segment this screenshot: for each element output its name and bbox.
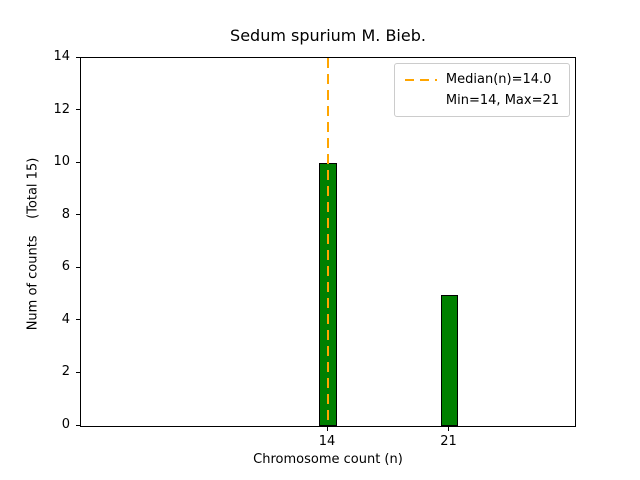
legend-spacer xyxy=(405,100,437,102)
y-tick-mark xyxy=(76,214,80,216)
x-axis-label: Chromosome count (n) xyxy=(253,452,403,467)
y-tick-mark xyxy=(76,319,80,321)
x-tick-label: 21 xyxy=(440,434,457,449)
y-tick-mark xyxy=(76,266,80,268)
chart-title: Sedum spurium M. Bieb. xyxy=(230,26,426,45)
y-tick-label: 6 xyxy=(61,259,70,275)
y-tick-label: 12 xyxy=(53,101,70,117)
x-axis-ticks: 14 21 xyxy=(80,427,576,457)
y-tick-label: 10 xyxy=(53,154,70,170)
legend-label-minmax: Min=14, Max=21 xyxy=(445,93,559,108)
legend-item-median: Median(n)=14.0 xyxy=(404,72,559,87)
legend-label-median: Median(n)=14.0 xyxy=(445,72,552,87)
y-tick-mark xyxy=(76,424,80,426)
x-tick-mark xyxy=(326,427,328,431)
y-tick-mark xyxy=(76,56,80,58)
y-tick-label: 0 xyxy=(61,417,70,432)
y-tick-label: 2 xyxy=(61,364,70,380)
y-axis-ticks: 0 2 4 6 8 10 12 14 xyxy=(0,49,80,432)
y-tick-label: 8 xyxy=(61,206,70,222)
x-tick-label: 14 xyxy=(318,434,336,449)
median-line xyxy=(327,58,329,426)
x-tick-mark xyxy=(448,427,449,431)
legend: Median(n)=14.0 Min=14, Max=21 xyxy=(393,63,570,117)
y-tick-label: 14 xyxy=(53,49,70,64)
y-tick-label: 4 xyxy=(61,311,70,327)
y-tick-mark xyxy=(76,371,80,373)
legend-item-minmax: Min=14, Max=21 xyxy=(405,93,559,108)
median-dashed-line-swatch xyxy=(404,78,437,81)
y-tick-mark xyxy=(76,109,80,111)
bar-n21 xyxy=(440,294,459,426)
plot-area: Median(n)=14.0 Min=14, Max=21 xyxy=(80,57,576,427)
y-tick-mark xyxy=(76,161,80,163)
